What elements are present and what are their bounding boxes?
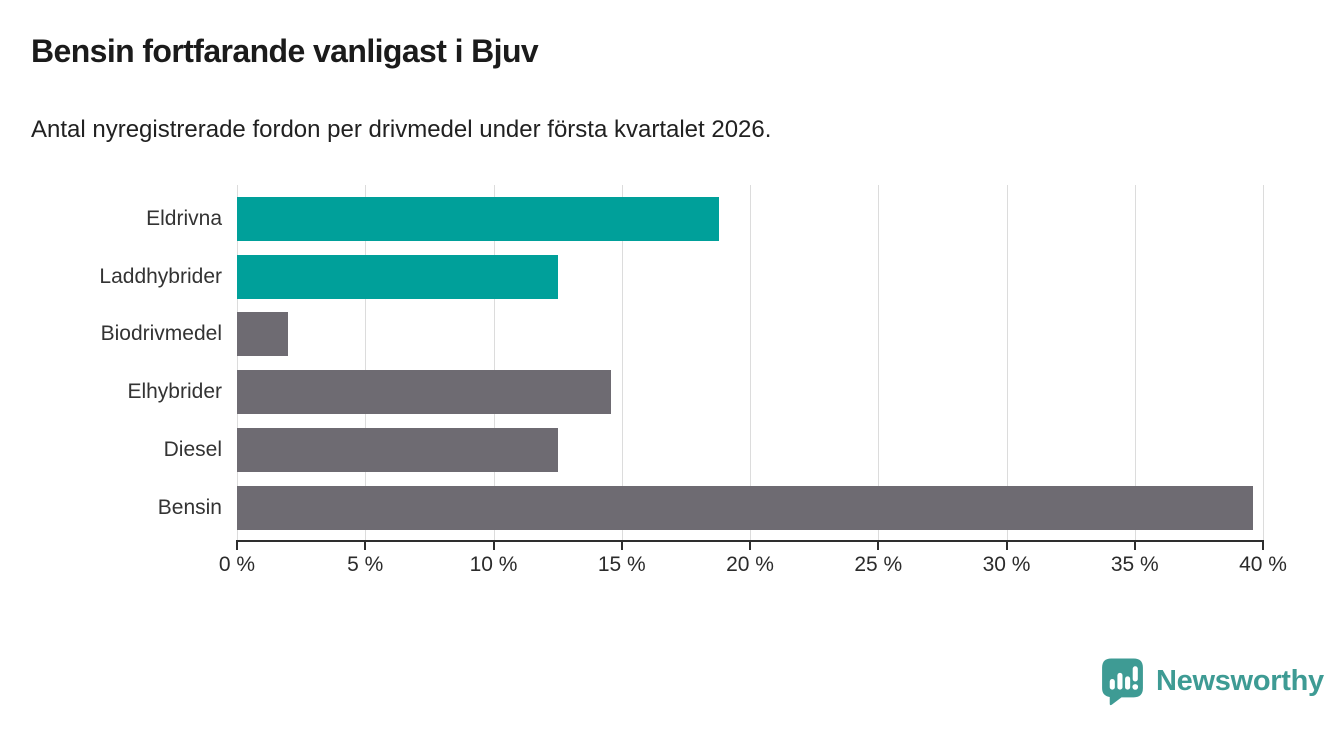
category-label-biodrivmedel: Biodrivmedel: [100, 322, 222, 346]
gridline: [1134, 185, 1136, 541]
bar-biodrivmedel: [237, 312, 289, 357]
gridline: [621, 185, 623, 541]
newsworthy-logo-text: Newsworthy: [1156, 664, 1324, 697]
chart-title: Bensin fortfarande vanligast i Bjuv: [31, 33, 539, 69]
bar-elhybrider: [237, 370, 612, 415]
x-tick-label: 5 %: [347, 553, 384, 576]
x-tick-label: 30 %: [982, 553, 1031, 576]
bar-laddhybrider: [237, 254, 558, 299]
x-tick-mark: [877, 542, 880, 550]
bar-eldrivna: [237, 197, 720, 241]
x-tick-mark: [620, 542, 623, 550]
x-tick-label: 0 %: [218, 553, 256, 576]
category-axis-labels: Eldrivna Laddhybrider Biodrivmedel Elhybrid…: [0, 185, 222, 541]
x-tick-label: 15 %: [597, 553, 646, 576]
x-tick-mark: [749, 542, 751, 550]
gridline: [493, 185, 495, 541]
category-label-laddhybrider: Laddhybrider: [99, 264, 222, 288]
gridline: [878, 185, 880, 541]
gridline: [750, 185, 751, 541]
category-label-eldrivna: Eldrivna: [146, 207, 222, 230]
plot-area: [237, 185, 1264, 541]
x-tick-mark: [1005, 542, 1008, 550]
bar-bensin: [237, 485, 1253, 530]
x-tick-mark: [492, 542, 495, 550]
x-axis-line: [236, 540, 1264, 542]
bar-diesel: [237, 427, 558, 472]
x-tick-mark: [1262, 542, 1264, 550]
x-tick-label: 40 %: [1239, 553, 1287, 576]
category-label-elhybrider: Elhybrider: [127, 380, 222, 404]
x-tick-label: 35 %: [1110, 553, 1159, 576]
category-label-diesel: Diesel: [163, 437, 222, 461]
gridline: [1006, 185, 1008, 541]
newsworthy-logo: Newsworthy: [1098, 656, 1324, 706]
x-tick-mark: [1133, 542, 1136, 550]
x-tick-mark: [364, 542, 367, 550]
gridline: [1263, 185, 1264, 541]
category-label-bensin: Bensin: [157, 495, 222, 519]
x-tick-mark: [236, 542, 238, 550]
x-tick-label: 10 %: [469, 553, 518, 576]
chart-subtitle: Antal nyregistrerade fordon per drivmede…: [31, 116, 772, 143]
newsworthy-logo-icon: [1102, 658, 1143, 706]
gridline: [365, 185, 367, 541]
x-tick-label: 20 %: [726, 553, 774, 576]
x-tick-label: 25 %: [854, 553, 903, 576]
gridline: [237, 185, 238, 541]
